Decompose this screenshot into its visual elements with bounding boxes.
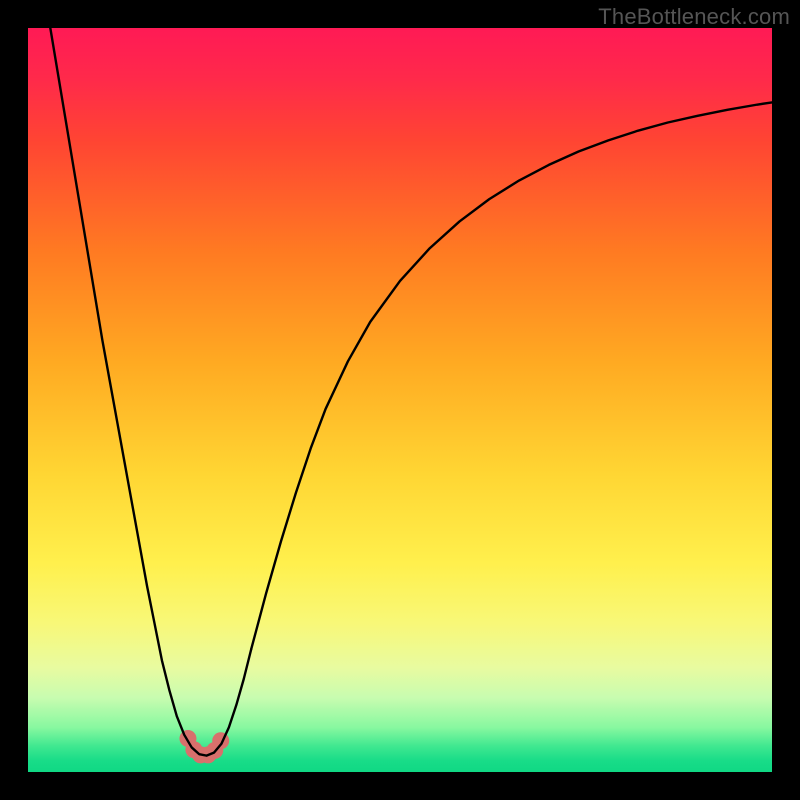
chart-container: TheBottleneck.com bbox=[0, 0, 800, 800]
bottleneck-chart bbox=[28, 28, 772, 772]
chart-background bbox=[28, 28, 772, 772]
watermark-text: TheBottleneck.com bbox=[598, 4, 790, 30]
